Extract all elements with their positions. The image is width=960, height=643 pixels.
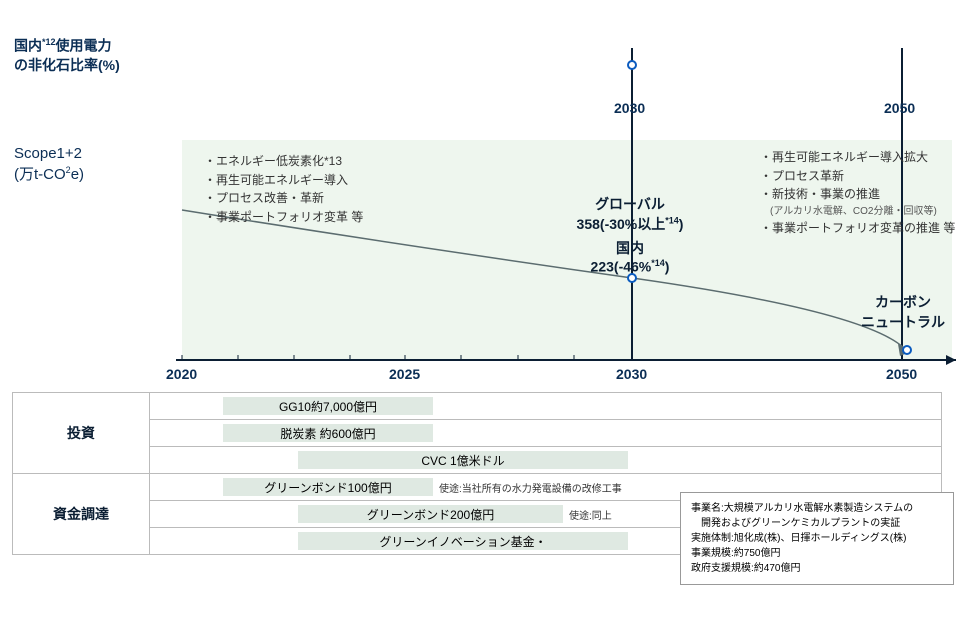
td-suf: ) [665, 259, 670, 275]
bullets-left: エネルギー低炭素化*13 再生可能エネルギー導入 プロセス改善・革新 事業ポート… [204, 152, 363, 226]
bl-3: 事業ポートフォリオ変革 等 [204, 208, 363, 227]
top-2030-marker [627, 60, 637, 70]
br-4: 事業ポートフォリオ変革の推進 等 [760, 219, 955, 238]
td-t: 国内 [616, 240, 644, 256]
td-sup: *14 [651, 258, 665, 268]
row-cvc: CVC 1億米ドル [13, 447, 942, 474]
top-2050-year-txt: 2050 [884, 100, 915, 116]
note-gb1: 使途:当社所有の水力発電設備の改修工事 [439, 480, 622, 495]
bar-gg10: GG10約7,000億円 [223, 397, 433, 415]
tg-suf: ) [679, 216, 684, 232]
target-global: グローバル 358(-30%以上*14) [540, 194, 720, 234]
xy2: 2030 [616, 366, 647, 382]
bar-gb2: グリーンボンド200億円 [298, 505, 563, 523]
top-2030-year-txt: 2030 [614, 100, 645, 116]
cell-cvc: CVC 1億米ドル [150, 447, 942, 474]
bullets-right: 再生可能エネルギー導入拡大 プロセス革新 新技術・事業の推進 (アルカリ水電解、… [760, 148, 955, 238]
xy1: 2025 [389, 366, 420, 382]
ib-1: 事業名:大規模アルカリ水電解水素製造システムの [691, 501, 943, 516]
xyear-2020: 2020 [166, 366, 197, 382]
cell-gg10: GG10約7,000億円 [150, 393, 942, 420]
cn-2: ニュートラル [861, 314, 945, 330]
xyear-2030: 2030 [616, 366, 647, 382]
ib-3: 実施体制:旭化成(株)、日揮ホールディングス(株) [691, 531, 943, 546]
target-domestic: 国内 223(-46%*14) [540, 238, 720, 275]
row-decarb: 脱炭素 約600億円 [13, 420, 942, 447]
xy3: 2050 [886, 366, 917, 382]
br-3: (アルカリ水電解、CO2分離・回収等) [770, 204, 955, 220]
ib-4: 事業規模:約750億円 [691, 546, 943, 561]
cell-decarb: 脱炭素 約600億円 [150, 420, 942, 447]
bl-0: エネルギー低炭素化*13 [204, 152, 363, 171]
info-box: 事業名:大規模アルカリ水電解水素製造システムの 開発およびグリーンケミカルプラン… [680, 492, 954, 585]
invest-label: 投資 [13, 393, 150, 474]
xyear-2025: 2025 [389, 366, 420, 382]
br-0: 再生可能エネルギー導入拡大 [760, 148, 955, 167]
target-cn: カーボン ニュートラル [848, 292, 958, 332]
ib-2: 開発およびグリーンケミカルプラントの実証 [691, 516, 943, 531]
top-2030-year: 2030 [614, 100, 645, 116]
bar-gif: グリーンイノベーション基金・ [298, 532, 628, 550]
bar-gb1: グリーンボンド100億円 [223, 478, 433, 496]
point-2050 [902, 345, 912, 355]
tg-t: グローバル [595, 196, 665, 212]
page-root: 国内*12使用電力 の非化石比率(%) Scope1+2 (万t-CO2e) 2… [0, 0, 960, 643]
tg-sup: *14 [665, 215, 679, 225]
row-gg10: 投資 GG10約7,000億円 [13, 393, 942, 420]
bar-decarb: 脱炭素 約600億円 [223, 424, 433, 442]
xy0: 2020 [166, 366, 197, 382]
br-2: 新技術・事業の推進 [760, 185, 955, 204]
note-gb2: 使途:同上 [569, 507, 612, 522]
cn-1: カーボン [875, 294, 931, 310]
fund-label: 資金調達 [13, 474, 150, 555]
xyear-2050: 2050 [886, 366, 917, 382]
bl-1: 再生可能エネルギー導入 [204, 171, 363, 190]
top-2050-year: 2050 [884, 100, 915, 116]
ib-5: 政府支援規模:約470億円 [691, 561, 943, 576]
tg-v: 358(-30%以上 [577, 216, 666, 232]
bar-cvc: CVC 1億米ドル [298, 451, 628, 469]
br-1: プロセス革新 [760, 167, 955, 186]
bl-2: プロセス改善・革新 [204, 189, 363, 208]
td-v: 223(-46% [591, 259, 652, 275]
